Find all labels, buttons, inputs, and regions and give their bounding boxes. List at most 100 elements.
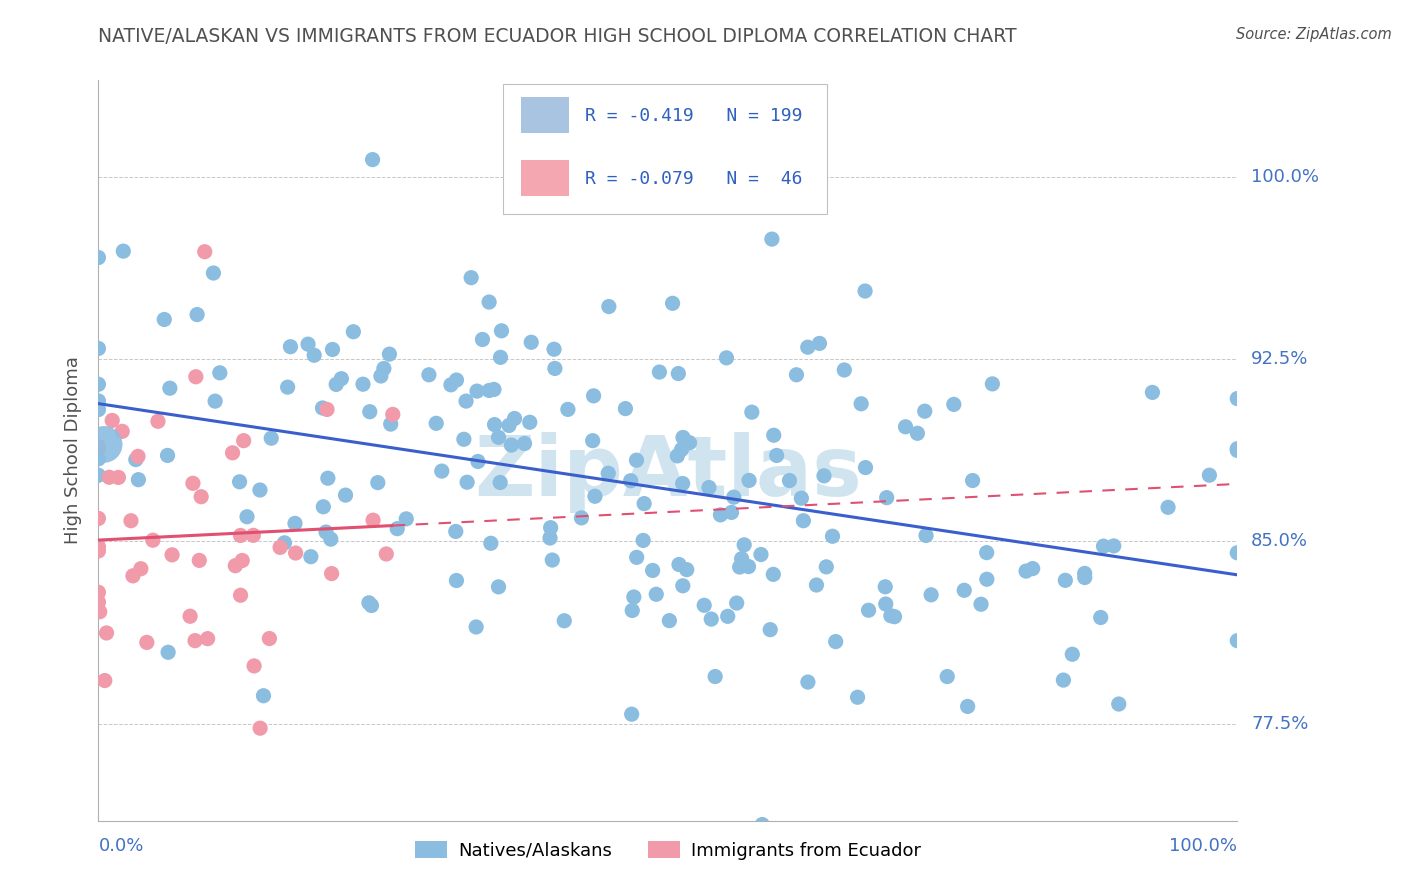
Point xyxy=(553,614,575,628)
Point xyxy=(631,533,654,548)
Point xyxy=(920,588,942,602)
Point xyxy=(544,361,567,376)
Point xyxy=(159,381,181,395)
Point xyxy=(232,434,254,448)
Point xyxy=(375,547,398,561)
Point xyxy=(370,369,392,384)
Point xyxy=(87,468,110,483)
Point xyxy=(709,508,731,522)
Point xyxy=(231,553,253,567)
Point xyxy=(503,411,526,425)
Point xyxy=(641,564,664,578)
Text: 100.0%: 100.0% xyxy=(1170,838,1237,855)
Point xyxy=(160,548,183,562)
Point xyxy=(111,425,134,439)
Point xyxy=(540,521,562,535)
Point xyxy=(454,394,477,409)
Point xyxy=(269,541,291,555)
Point xyxy=(953,583,976,598)
Point xyxy=(1226,392,1249,406)
Point xyxy=(224,558,246,573)
Point xyxy=(808,336,831,351)
Point xyxy=(1021,561,1043,575)
Text: 85.0%: 85.0% xyxy=(1251,533,1308,550)
Point xyxy=(962,474,984,488)
Point xyxy=(465,384,488,398)
Point xyxy=(1142,385,1164,400)
Point xyxy=(723,490,745,504)
Point xyxy=(778,474,800,488)
Point xyxy=(93,437,115,451)
Point xyxy=(360,599,382,613)
Point xyxy=(221,446,243,460)
Point xyxy=(759,623,782,637)
Point xyxy=(330,372,353,386)
Point xyxy=(1108,697,1130,711)
Point xyxy=(792,514,814,528)
Point xyxy=(312,500,335,514)
Point xyxy=(720,505,742,519)
Point xyxy=(520,335,543,350)
Point xyxy=(249,721,271,735)
Point xyxy=(796,340,818,354)
Point xyxy=(620,474,643,488)
Point xyxy=(87,393,110,408)
Point xyxy=(1226,443,1249,458)
Point xyxy=(700,612,723,626)
Point xyxy=(626,453,648,467)
Point xyxy=(229,528,252,542)
Point xyxy=(666,367,689,381)
Text: NATIVE/ALASKAN VS IMMIGRANTS FROM ECUADOR HIGH SCHOOL DIPLOMA CORRELATION CHART: NATIVE/ALASKAN VS IMMIGRANTS FROM ECUADO… xyxy=(98,27,1017,45)
Point xyxy=(453,432,475,446)
Point xyxy=(359,405,381,419)
Point xyxy=(1226,442,1249,456)
Point xyxy=(202,266,225,280)
Point xyxy=(125,452,148,467)
Point xyxy=(894,419,917,434)
Point xyxy=(127,473,149,487)
Point xyxy=(582,434,605,448)
Point xyxy=(87,585,110,599)
Point xyxy=(849,397,872,411)
Point xyxy=(915,528,938,542)
Point xyxy=(761,232,783,246)
Text: 77.5%: 77.5% xyxy=(1251,714,1309,732)
Point xyxy=(444,524,467,539)
Point xyxy=(821,529,844,543)
Point xyxy=(373,361,395,376)
Point xyxy=(186,308,208,322)
Point xyxy=(621,603,644,617)
Point xyxy=(557,402,579,417)
Point xyxy=(875,597,897,611)
Point xyxy=(87,544,110,558)
Point xyxy=(806,578,828,592)
Point xyxy=(478,295,501,310)
Point xyxy=(249,483,271,497)
Point xyxy=(342,325,364,339)
Point xyxy=(733,538,755,552)
Point xyxy=(321,566,343,581)
Point xyxy=(181,476,204,491)
Point xyxy=(571,511,593,525)
Point xyxy=(197,632,219,646)
Point xyxy=(194,244,217,259)
Point xyxy=(672,579,695,593)
Text: 0.0%: 0.0% xyxy=(98,838,143,855)
Point xyxy=(498,418,520,433)
Point xyxy=(876,491,898,505)
Point xyxy=(785,368,807,382)
Point xyxy=(87,540,110,554)
Point xyxy=(853,284,876,298)
Point xyxy=(440,377,463,392)
Text: Source: ZipAtlas.com: Source: ZipAtlas.com xyxy=(1236,27,1392,42)
Point xyxy=(361,153,384,167)
Point xyxy=(259,632,281,646)
Point xyxy=(824,634,846,648)
Point xyxy=(970,597,993,611)
Point xyxy=(142,533,165,548)
Point xyxy=(1062,647,1084,661)
Text: ZipAtlas: ZipAtlas xyxy=(474,432,862,513)
Point xyxy=(446,373,468,387)
Point xyxy=(387,522,409,536)
Point xyxy=(543,343,565,357)
